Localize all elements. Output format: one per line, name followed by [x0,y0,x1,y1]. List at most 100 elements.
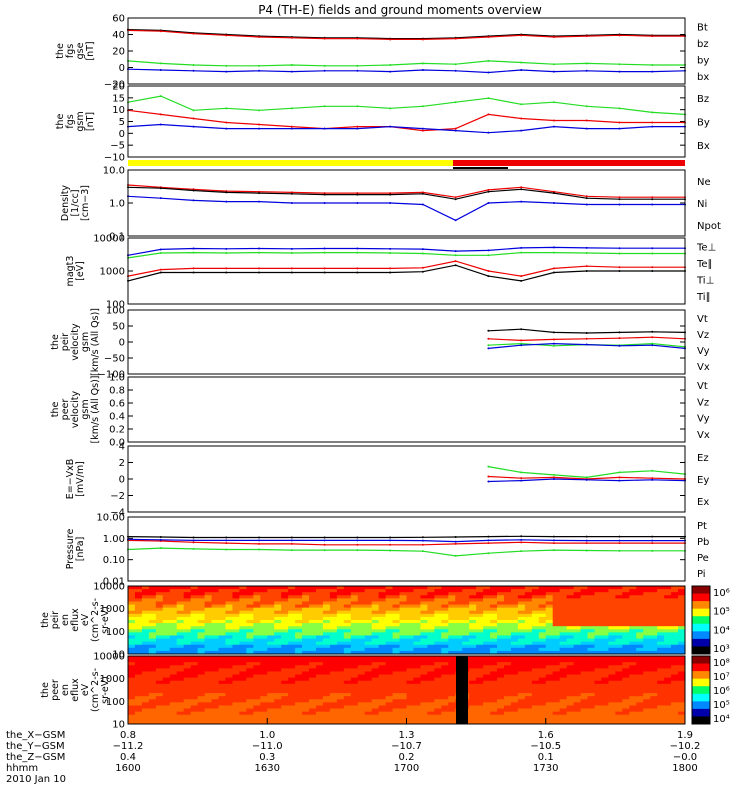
ylabel-line: the [50,402,61,418]
heatmap-cell [615,650,623,655]
heatmap-cell [176,683,185,688]
heatmap-cell [469,708,477,713]
heatmap-cell [517,641,526,646]
heatmap-cell [239,690,247,694]
heatmap-cell [497,686,505,691]
heatmap-cell [155,714,164,719]
heatmap-cell [302,641,310,646]
heatmap-cell [580,699,589,703]
heatmap-cell [413,647,421,652]
heatmap-cell [538,720,547,725]
data-point [323,539,326,542]
heatmap-cell [183,674,192,679]
heatmap-cell [176,662,185,666]
heatmap-cell [510,616,519,621]
heatmap-cell [406,592,414,596]
heatmap-cell [427,613,435,618]
heatmap-cell [162,601,171,606]
heatmap-cell [657,595,665,599]
heatmap-cell [601,671,609,676]
data-point [487,97,490,100]
heatmap-cell [343,665,352,669]
heatmap-cell [622,683,630,688]
heatmap-cell [434,665,442,669]
heatmap-cell [218,595,226,599]
heatmap-cell [455,638,463,643]
heatmap-cell [162,623,171,627]
heatmap-cell [253,690,261,694]
heatmap-cell [608,705,616,710]
heatmap-cell [134,641,143,646]
heatmap-cell [420,702,428,706]
heatmap-cell [503,589,512,593]
heatmap-cell [309,711,317,716]
heatmap-cell [587,610,595,615]
heatmap-cell [455,613,463,618]
heatmap-cell [629,671,637,676]
heatmap-cell [364,635,373,640]
heatmap-cell [580,589,589,593]
heatmap-cell [517,626,526,630]
heatmap-cell [309,696,317,700]
data-point [192,199,195,202]
heatmap-cell [629,644,637,649]
y-tick-label: 0.0 [109,438,125,449]
heatmap-cell [392,647,401,652]
heatmap-cell [350,616,359,621]
data-point [258,247,261,250]
heatmap-cell [211,626,220,630]
heatmap-cell [322,696,331,700]
heatmap-cell [448,632,456,636]
heatmap-cell [385,677,394,682]
heatmap-cell [566,671,575,676]
heatmap-cell [162,659,171,663]
heatmap-cell [601,623,609,627]
heatmap-cell [608,711,616,716]
heatmap-cell [476,595,484,599]
heatmap-cell [566,680,575,685]
heatmap-cell [288,647,296,652]
heatmap-cell [483,677,491,682]
heatmap-cell [427,708,435,713]
heatmap-cell [413,644,421,649]
heatmap-cell [503,638,512,643]
heatmap-cell [288,641,296,646]
data-point [290,202,293,204]
heatmap-cell [420,677,428,682]
heatmap-cell [483,610,491,615]
series-line-Ti⊥ [127,246,685,256]
heatmap-cell [357,638,366,643]
heatmap-cell [636,671,644,676]
heatmap-cell [420,690,428,694]
legend-Ex: Ex [697,497,709,508]
heatmap-cell [343,699,352,703]
heatmap-cell [664,632,672,636]
heatmap-cell [448,629,456,633]
heatmap-cell [441,586,449,590]
heatmap-cell [329,641,338,646]
heatmap-cell [309,613,317,618]
panel-frame [127,85,686,158]
heatmap-cell [253,656,261,660]
heatmap-cell [183,641,192,646]
heatmap-cell [357,686,366,691]
heatmap-cell [455,635,463,640]
heatmap-cell [378,705,387,710]
data-point [225,247,228,250]
heatmap-cell [420,659,428,663]
x-row-label: the_X−GSM [6,730,65,741]
heatmap-cell [288,693,296,697]
heatmap-cell [176,665,185,669]
heatmap-cell [169,641,178,646]
heatmap-cell [517,717,526,722]
heatmap-cell [587,693,595,697]
y-tick-label: 0.6 [109,399,125,410]
heatmap-cell [434,683,442,688]
heatmap-cell [392,699,401,703]
data-point [520,538,523,541]
heatmap-cell [399,616,407,621]
data-point [618,542,621,545]
heatmap-cell [678,629,686,633]
heatmap-cell [531,702,540,706]
heatmap-cell [183,623,192,627]
